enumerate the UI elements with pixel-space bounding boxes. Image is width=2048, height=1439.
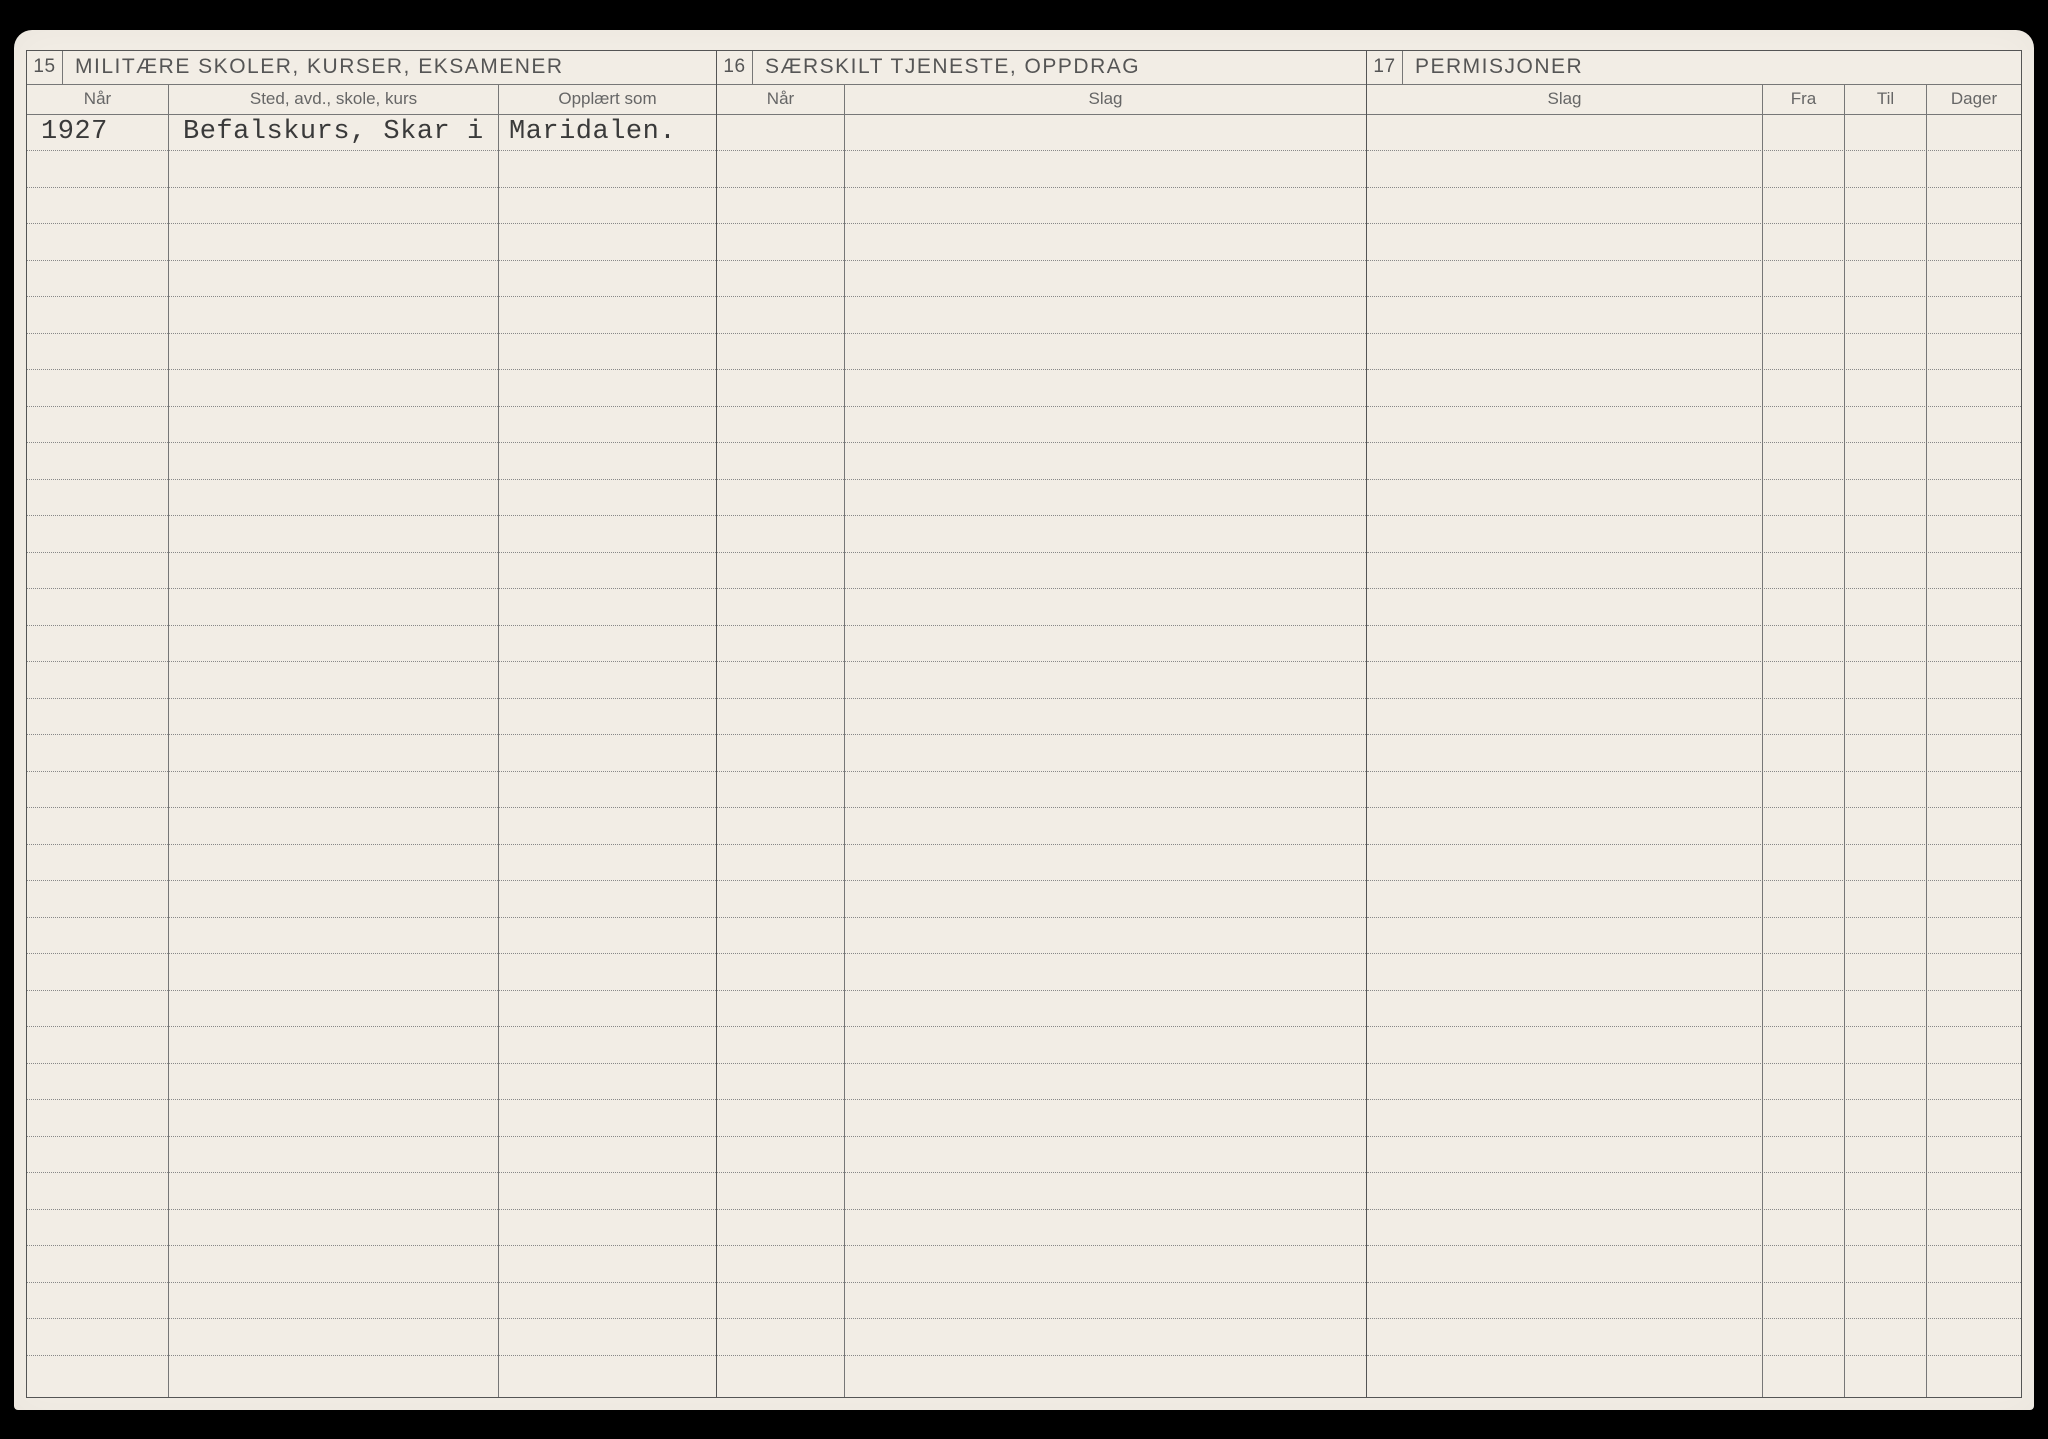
col-divider: [1927, 115, 2021, 1397]
section-17-number: 17: [1367, 51, 1403, 84]
section-17-subheader: Slag Fra Til Dager: [1367, 85, 2021, 115]
s15-col-opplært: Opplært som: [499, 85, 716, 114]
section-16-title: SÆRSKILT TJENESTE, OPPDRAG: [753, 55, 1140, 79]
s16-col-når: Når: [717, 85, 845, 114]
section-16-number: 16: [717, 51, 753, 84]
col-divider: [1845, 115, 1927, 1397]
section-15-number: 15: [27, 51, 63, 84]
s16-col-lines: [717, 115, 1366, 1397]
section-16-header: 16 SÆRSKILT TJENESTE, OPPDRAG: [717, 51, 1366, 85]
s15-col-når: Når: [27, 85, 169, 114]
card-frame: 15 MILITÆRE SKOLER, KURSER, EKSAMENER Nå…: [26, 50, 2022, 1398]
s17-col-slag: Slag: [1367, 85, 1763, 114]
col-divider: [27, 115, 169, 1397]
col-divider: [169, 115, 499, 1397]
entry-location-part2: Maridalen.: [509, 117, 676, 147]
s15-col-lines: [27, 115, 716, 1397]
section-17-header: 17 PERMISJONER: [1367, 51, 2021, 85]
entry-location-part1: Befalskurs, Skar i: [183, 117, 484, 147]
s15-col-sted: Sted, avd., skole, kurs: [169, 85, 499, 114]
section-15: 15 MILITÆRE SKOLER, KURSER, EKSAMENER Nå…: [27, 51, 717, 1397]
s17-col-lines: [1367, 115, 2021, 1397]
col-divider: [845, 115, 1366, 1397]
s17-col-til: Til: [1845, 85, 1927, 114]
section-16-subheader: Når Slag: [717, 85, 1366, 115]
section-15-header: 15 MILITÆRE SKOLER, KURSER, EKSAMENER: [27, 51, 716, 85]
sections-container: 15 MILITÆRE SKOLER, KURSER, EKSAMENER Nå…: [27, 51, 2021, 1397]
col-divider: [1367, 115, 1763, 1397]
section-17-title: PERMISJONER: [1403, 55, 1583, 79]
section-15-title: MILITÆRE SKOLER, KURSER, EKSAMENER: [63, 55, 564, 79]
section-15-body: 1927 Befalskurs, Skar i Maridalen.: [27, 115, 716, 1397]
col-divider: [499, 115, 716, 1397]
s16-col-slag: Slag: [845, 85, 1366, 114]
section-16: 16 SÆRSKILT TJENESTE, OPPDRAG Når Slag: [717, 51, 1367, 1397]
section-16-body: [717, 115, 1366, 1397]
s17-col-dager: Dager: [1927, 85, 2021, 114]
section-17: 17 PERMISJONER Slag Fra Til Dager: [1367, 51, 2021, 1397]
section-15-subheader: Når Sted, avd., skole, kurs Opplært som: [27, 85, 716, 115]
col-divider: [1763, 115, 1845, 1397]
col-divider: [717, 115, 845, 1397]
entry-year: 1927: [41, 117, 108, 147]
s17-col-fra: Fra: [1763, 85, 1845, 114]
section-17-body: [1367, 115, 2021, 1397]
record-card-page: 15 MILITÆRE SKOLER, KURSER, EKSAMENER Nå…: [14, 30, 2034, 1410]
